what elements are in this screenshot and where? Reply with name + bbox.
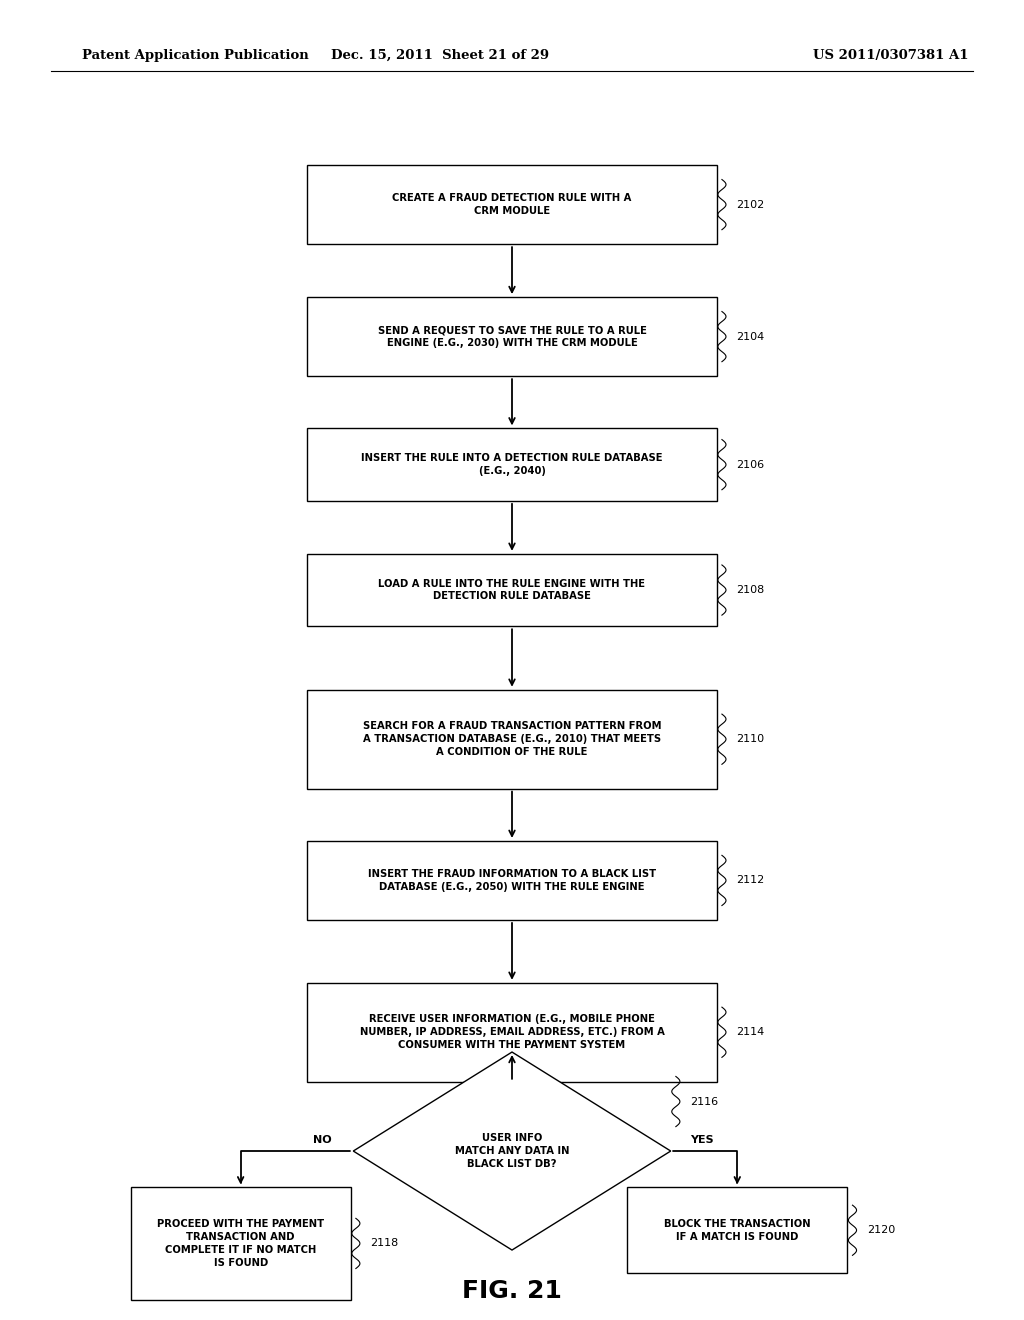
FancyBboxPatch shape [131, 1188, 350, 1299]
Text: SEARCH FOR A FRAUD TRANSACTION PATTERN FROM
A TRANSACTION DATABASE (E.G., 2010) : SEARCH FOR A FRAUD TRANSACTION PATTERN F… [362, 722, 662, 756]
FancyBboxPatch shape [307, 428, 717, 500]
Text: RECEIVE USER INFORMATION (E.G., MOBILE PHONE
NUMBER, IP ADDRESS, EMAIL ADDRESS, : RECEIVE USER INFORMATION (E.G., MOBILE P… [359, 1015, 665, 1049]
Text: SEND A REQUEST TO SAVE THE RULE TO A RULE
ENGINE (E.G., 2030) WITH THE CRM MODUL: SEND A REQUEST TO SAVE THE RULE TO A RUL… [378, 325, 646, 348]
Text: 2112: 2112 [736, 875, 765, 886]
Text: Dec. 15, 2011  Sheet 21 of 29: Dec. 15, 2011 Sheet 21 of 29 [331, 49, 550, 62]
Text: FIG. 21: FIG. 21 [462, 1279, 562, 1303]
FancyBboxPatch shape [307, 297, 717, 376]
FancyBboxPatch shape [307, 982, 717, 1082]
Text: US 2011/0307381 A1: US 2011/0307381 A1 [813, 49, 969, 62]
Text: 2116: 2116 [690, 1097, 718, 1106]
FancyBboxPatch shape [307, 689, 717, 788]
Polygon shape [353, 1052, 671, 1250]
Text: USER INFO
MATCH ANY DATA IN
BLACK LIST DB?: USER INFO MATCH ANY DATA IN BLACK LIST D… [455, 1134, 569, 1168]
FancyBboxPatch shape [307, 165, 717, 244]
Text: 2106: 2106 [736, 459, 764, 470]
Text: PROCEED WITH THE PAYMENT
TRANSACTION AND
COMPLETE IT IF NO MATCH
IS FOUND: PROCEED WITH THE PAYMENT TRANSACTION AND… [157, 1220, 325, 1267]
Text: Patent Application Publication: Patent Application Publication [82, 49, 308, 62]
Text: LOAD A RULE INTO THE RULE ENGINE WITH THE
DETECTION RULE DATABASE: LOAD A RULE INTO THE RULE ENGINE WITH TH… [379, 578, 645, 602]
Text: 2118: 2118 [371, 1238, 398, 1249]
Text: 2108: 2108 [736, 585, 765, 595]
Text: 2120: 2120 [866, 1225, 895, 1236]
Text: INSERT THE RULE INTO A DETECTION RULE DATABASE
(E.G., 2040): INSERT THE RULE INTO A DETECTION RULE DA… [361, 453, 663, 477]
Text: INSERT THE FRAUD INFORMATION TO A BLACK LIST
DATABASE (E.G., 2050) WITH THE RULE: INSERT THE FRAUD INFORMATION TO A BLACK … [368, 869, 656, 892]
Text: NO: NO [313, 1135, 332, 1146]
Text: 2114: 2114 [736, 1027, 765, 1038]
Text: 2110: 2110 [736, 734, 764, 744]
FancyBboxPatch shape [307, 841, 717, 920]
FancyBboxPatch shape [307, 553, 717, 626]
Text: 2102: 2102 [736, 199, 765, 210]
FancyBboxPatch shape [627, 1188, 847, 1272]
Text: 2104: 2104 [736, 331, 765, 342]
Text: BLOCK THE TRANSACTION
IF A MATCH IS FOUND: BLOCK THE TRANSACTION IF A MATCH IS FOUN… [664, 1218, 811, 1242]
Text: CREATE A FRAUD DETECTION RULE WITH A
CRM MODULE: CREATE A FRAUD DETECTION RULE WITH A CRM… [392, 193, 632, 216]
Text: YES: YES [689, 1135, 714, 1146]
